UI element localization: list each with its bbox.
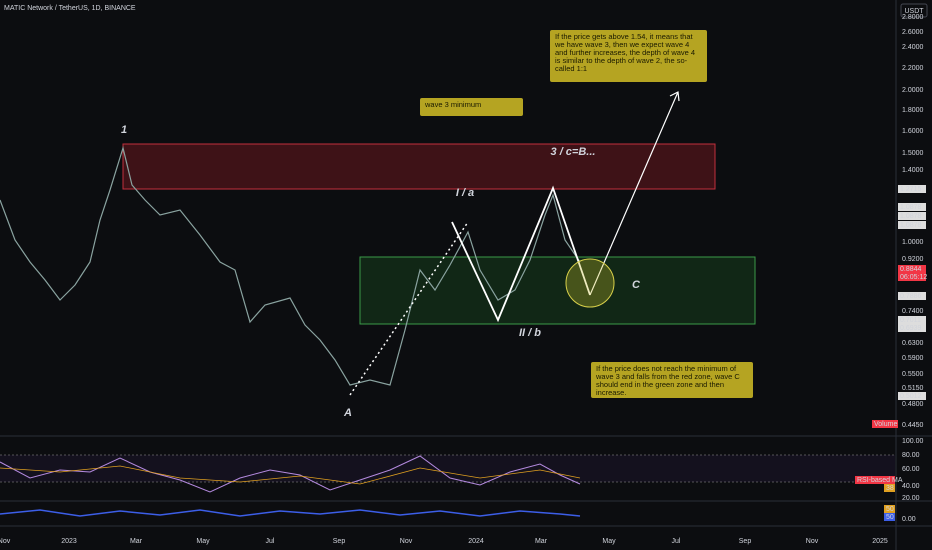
currency-box xyxy=(900,3,928,18)
rsi-ma xyxy=(0,465,581,485)
price-tag xyxy=(898,221,926,229)
price-line xyxy=(0,145,581,386)
price-label: 2.4000 xyxy=(902,44,924,51)
osc-tag-text: 50 xyxy=(886,514,894,521)
time-label: 2025 xyxy=(872,538,888,545)
price-tag xyxy=(898,185,926,193)
rsi-label: 60.00 xyxy=(902,466,920,473)
price-tag xyxy=(898,316,926,324)
currency: USDT xyxy=(904,8,924,15)
time-label: May xyxy=(602,538,616,545)
time-label: 2023 xyxy=(61,538,77,545)
rsi-fill xyxy=(0,455,895,482)
time-label: Jul xyxy=(266,538,275,545)
oscillator xyxy=(0,509,581,517)
price-tag xyxy=(898,392,926,400)
time-label: Mar xyxy=(130,538,143,545)
time-label: Nov xyxy=(400,538,413,545)
osc-tag xyxy=(884,505,895,513)
time-label: Jul xyxy=(672,538,681,545)
rsi-tag-text: RSI-based MA xyxy=(857,477,903,484)
time-label: Sep xyxy=(333,538,346,545)
wave-label: A xyxy=(343,407,352,419)
target-circle xyxy=(565,258,615,308)
rsi-line xyxy=(0,455,581,493)
green-zone xyxy=(359,256,756,325)
callout: If the price does not reach the minimum … xyxy=(591,362,753,398)
price-label: 1.0000 xyxy=(902,239,924,246)
arrow xyxy=(589,91,680,296)
price-tag-text: 0.5012 xyxy=(900,393,922,400)
rsi-tag-text: 38 xyxy=(886,485,894,492)
price-tag-text: 0.7886 xyxy=(900,293,922,300)
price-tag xyxy=(898,324,926,332)
price-label: 2.0000 xyxy=(902,87,924,94)
wave-lines xyxy=(451,185,591,323)
price-tag-text: 1.2715 xyxy=(900,186,922,193)
price-label: 2.8000 xyxy=(902,14,924,21)
price-label: 0.4800 xyxy=(902,401,924,408)
rsi-label: 40.00 xyxy=(902,483,920,490)
time-label: 2024 xyxy=(468,538,484,545)
wave-label: I / a xyxy=(456,187,474,199)
price-label: 1.6000 xyxy=(902,128,924,135)
price-tag-text: 0.7011 xyxy=(900,317,921,324)
osc-tag-text: 50 xyxy=(886,506,894,513)
price-tag xyxy=(898,273,926,281)
price-label: 0.6300 xyxy=(902,340,924,347)
price-label: 0.7400 xyxy=(902,308,924,315)
price-tag-text: 06:05:12 xyxy=(900,274,927,281)
callout: wave 3 minimum xyxy=(420,98,523,116)
time-label: Sep xyxy=(739,538,752,545)
callout: If the price gets above 1.54, it means t… xyxy=(550,30,707,82)
osc-tag xyxy=(884,513,895,521)
red-zone xyxy=(122,143,716,190)
price-tag xyxy=(898,203,926,211)
price-label: 1.5000 xyxy=(902,150,924,157)
price-label: 0.5150 xyxy=(902,385,924,392)
time-label: May xyxy=(196,538,210,545)
wave-label: II / b xyxy=(519,327,541,339)
time-label: Nov xyxy=(0,538,11,545)
price-tag xyxy=(898,265,926,273)
price-tag xyxy=(898,292,926,300)
price-tag-text: 0.6939 xyxy=(900,325,922,332)
wave-label: 3 / c=B... xyxy=(551,146,596,158)
price-tag-text: Volume xyxy=(874,421,897,428)
rsi-label: 80.00 xyxy=(902,452,920,459)
time-label: Mar xyxy=(535,538,548,545)
price-label: 2.6000 xyxy=(902,29,924,36)
wave-label: 1 xyxy=(121,124,127,136)
wave-label: C xyxy=(632,279,641,291)
price-label: 0.5900 xyxy=(902,355,924,362)
rsi-tag xyxy=(884,484,895,492)
price-tag-text: 0.8844 xyxy=(900,266,922,273)
time-label: Nov xyxy=(806,538,819,545)
osc-label: 0.00 xyxy=(902,516,916,523)
price-tag-text: 1.0878 xyxy=(900,213,922,220)
price-tag xyxy=(898,212,926,220)
price-tag-text: 1.0878 xyxy=(900,204,922,211)
rsi-label: 100.00 xyxy=(902,438,924,445)
price-label: 2.2000 xyxy=(902,65,924,72)
price-label: 1.4000 xyxy=(902,167,924,174)
price-label: 0.5500 xyxy=(902,371,924,378)
chart-title: MATIC Network / TetherUS, 1D, BINANCE xyxy=(4,5,136,12)
rsi-tag xyxy=(855,476,895,484)
rsi-label: 20.00 xyxy=(902,495,920,502)
price-tag xyxy=(872,420,898,428)
price-label: 1.8000 xyxy=(902,107,924,114)
price-tag-text: 1.0878 xyxy=(900,222,922,229)
price-label: 0.9200 xyxy=(902,256,924,263)
price-label: 0.4450 xyxy=(902,422,924,429)
